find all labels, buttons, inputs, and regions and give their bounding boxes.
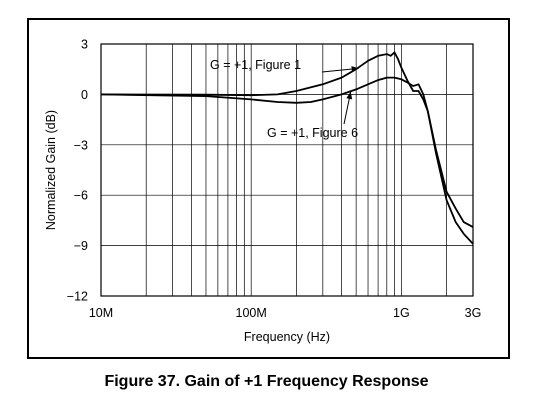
y-tick-label: −12 <box>67 290 88 304</box>
grid <box>100 43 474 297</box>
y-axis-label: Normalized Gain (dB) <box>44 110 58 230</box>
y-tick-label: −6 <box>74 189 88 203</box>
chart-svg: G = +1, Figure 1 G = +1, Figure 6 10M 100M… <box>44 38 482 345</box>
annotation-label: G = +1, Figure 1 <box>210 58 301 72</box>
annotations: G = +1, Figure 1 G = +1, Figure 6 <box>210 58 359 140</box>
plot-border <box>100 43 474 297</box>
y-tick-label: −9 <box>74 239 88 253</box>
y-tick-label: −3 <box>74 138 88 152</box>
annotation-arrowhead <box>346 91 353 100</box>
annotation-arrowhead <box>351 66 359 73</box>
series-line-2 <box>100 76 474 245</box>
tick-labels: 10M 100M 1G 3G 3 0 −3 −6 −9 −12 <box>67 38 482 321</box>
x-tick-label: 10M <box>89 306 113 320</box>
chart-frame: G = +1, Figure 1 G = +1, Figure 6 10M 100M… <box>27 18 510 359</box>
series-group <box>100 51 474 245</box>
y-tick-label: 3 <box>81 38 88 52</box>
x-tick-label: 1G <box>393 306 410 320</box>
x-axis-label: Frequency (Hz) <box>244 330 330 344</box>
annotation-label: G = +1, Figure 6 <box>267 126 358 140</box>
figure-caption: Figure 37. Gain of +1 Frequency Response <box>104 373 429 390</box>
y-tick-label: 0 <box>81 88 88 102</box>
x-tick-label: 3G <box>465 306 482 320</box>
x-tick-label: 100M <box>236 306 267 320</box>
